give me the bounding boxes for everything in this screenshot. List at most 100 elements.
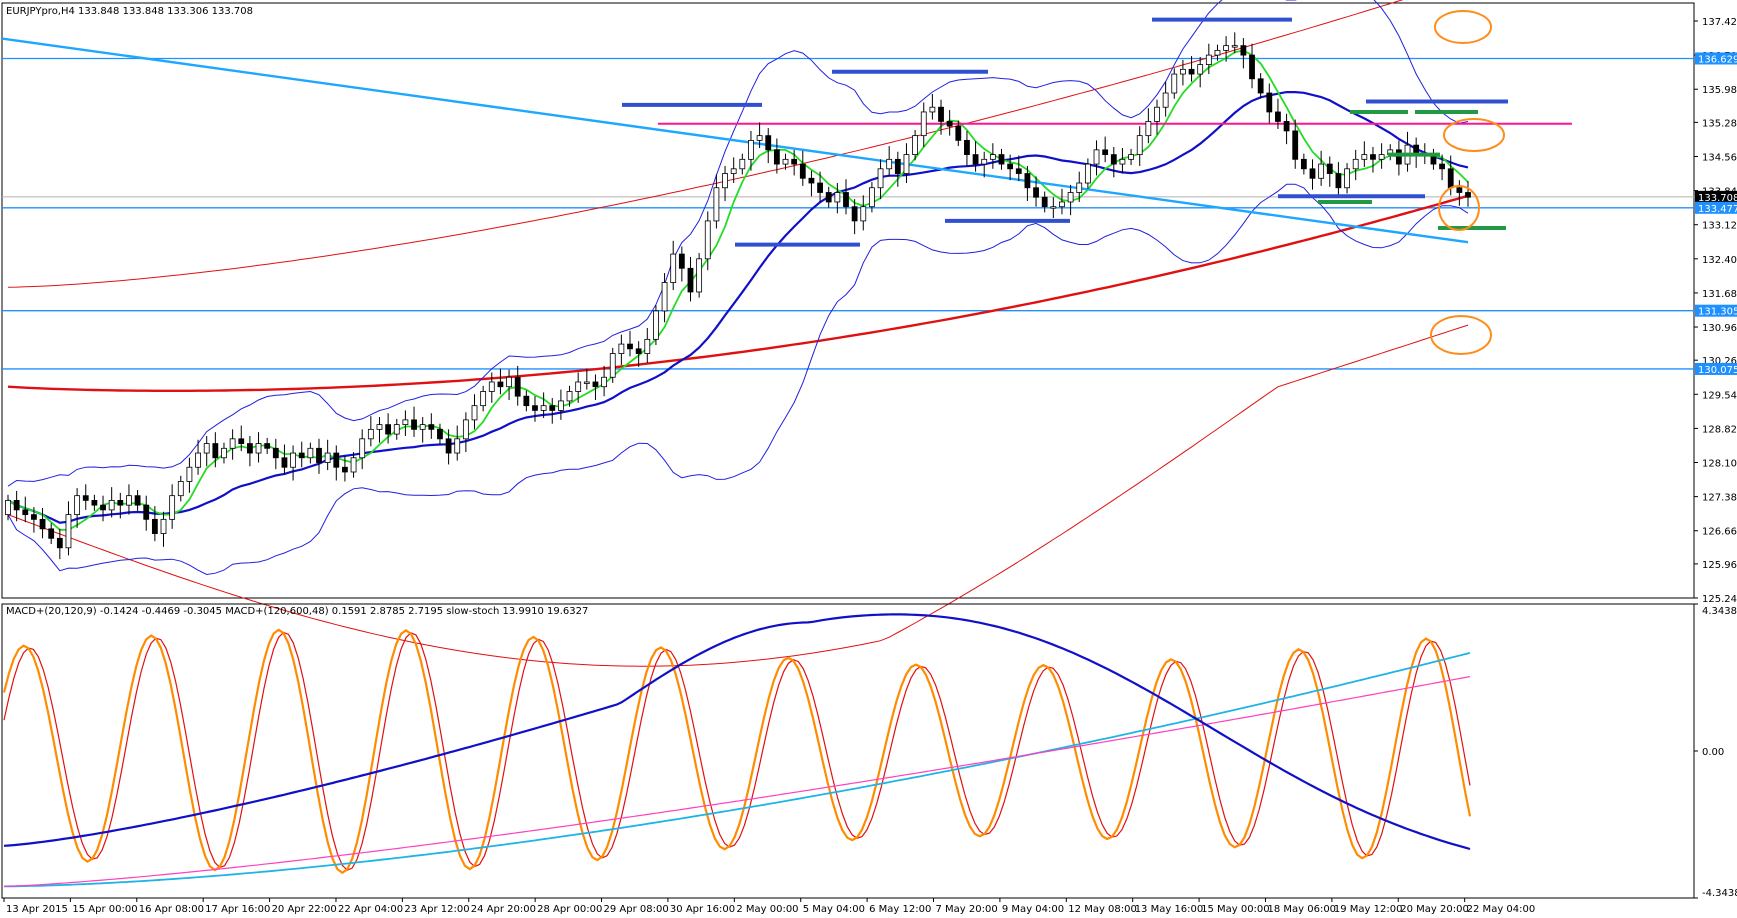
candle-body — [229, 438, 236, 449]
candle-body — [22, 509, 29, 516]
candle-body — [1084, 163, 1091, 184]
candle-body — [108, 500, 115, 511]
candle-body — [1154, 106, 1160, 122]
candle-body — [169, 495, 176, 520]
candle-body — [964, 139, 970, 155]
candle-body — [1395, 149, 1402, 165]
x-tick-label: 15 Apr 00:00 — [72, 904, 137, 915]
y-tick-label: 133.120 — [1702, 221, 1737, 232]
x-tick-label: 22 May 04:00 — [1467, 904, 1536, 915]
price-label-box — [1695, 362, 1737, 375]
price-label-box — [1695, 304, 1737, 317]
y-tick-label: 4.3438 — [1702, 606, 1737, 617]
candle-body — [549, 405, 556, 411]
candle-body — [791, 158, 798, 165]
candle-body — [627, 343, 633, 350]
candle-body — [5, 500, 11, 516]
y-tick-label: 131.680 — [1702, 289, 1737, 300]
indicator-panel[interactable]: 13 Apr 2015 15 Apr 00:00 16 Apr 08:00 17 Ap… — [2, 604, 1737, 915]
candle-body — [298, 452, 305, 459]
candle-body — [333, 452, 340, 468]
candle-body — [316, 447, 322, 463]
chart-header: EURJPYpro,H4 133.848 133.848 133.306 133… — [6, 6, 253, 17]
candle-body — [290, 452, 296, 468]
stoch-main-line — [2, 628, 1472, 875]
price-label: 133.477 — [1698, 204, 1737, 215]
candle-body — [307, 447, 314, 459]
candle-body — [186, 466, 193, 482]
x-tick-label: 6 May 12:00 — [869, 904, 931, 915]
candle-body — [886, 158, 893, 170]
price-label: 133.708 — [1698, 193, 1737, 204]
candle-body — [221, 447, 227, 459]
candle-body — [203, 443, 210, 454]
candle-body — [1102, 149, 1109, 155]
candle-body — [1318, 163, 1325, 179]
candle-body — [765, 135, 772, 151]
y-tick-label: 134.560 — [1702, 152, 1737, 163]
candle-body — [583, 381, 590, 384]
price-panel[interactable]: 137.420136.700135.980135.280134.560133.8… — [1, 0, 1737, 667]
candle-body — [143, 504, 150, 520]
x-tick-label: 2 May 00:00 — [736, 904, 798, 915]
indicator-header: MACD+(20,120,9) -0.1424 -0.4469 -0.3045 … — [6, 606, 588, 617]
candle-body — [825, 192, 832, 203]
candle-body — [1093, 149, 1100, 165]
x-tick-label: 29 Apr 08:00 — [604, 904, 669, 915]
candle-body — [428, 424, 435, 430]
candle-body — [1180, 68, 1186, 75]
candle-body — [523, 395, 530, 407]
candle-body — [177, 481, 184, 497]
candle-body — [981, 158, 988, 165]
candle-body — [1015, 168, 1022, 174]
candle-body — [557, 400, 564, 411]
upper-envelope-line — [7, 0, 1404, 288]
candle-body — [445, 438, 452, 454]
candle-body — [281, 457, 288, 468]
price-label: 131.305 — [1698, 307, 1737, 318]
candle-body — [514, 376, 521, 397]
y-tick-label: 128.100 — [1702, 459, 1737, 470]
x-tick-label: 16 Apr 08:00 — [139, 904, 204, 915]
x-tick-label: 20 Apr 22:00 — [272, 904, 337, 915]
macd-long-line — [3, 652, 1471, 888]
y-tick-label: 137.420 — [1702, 17, 1737, 28]
candle-body — [860, 206, 867, 222]
x-tick-label: 9 May 04:00 — [1002, 904, 1064, 915]
candle-body — [1344, 168, 1350, 189]
candle-body — [653, 310, 659, 340]
candle-body — [359, 438, 366, 459]
candle-body — [601, 376, 607, 388]
candle-body — [1205, 54, 1212, 65]
candle-body — [817, 182, 823, 193]
y-tick-label: 130.260 — [1702, 356, 1737, 367]
candle-body — [1214, 49, 1221, 56]
candle-body — [748, 139, 754, 160]
x-tick-label: 13 May 16:00 — [1135, 904, 1204, 915]
candle-body — [367, 428, 374, 440]
candle-body — [739, 158, 746, 170]
candle-body — [117, 500, 124, 506]
highlight-circle — [1443, 118, 1505, 152]
candle-body — [877, 168, 884, 189]
candle-body — [920, 111, 927, 137]
x-tick-label: 13 Apr 2015 — [6, 904, 68, 915]
x-tick-label: 28 Apr 00:00 — [537, 904, 602, 915]
candle-body — [929, 106, 936, 113]
y-tick-label: 132.400 — [1702, 255, 1737, 266]
candle-body — [894, 158, 901, 174]
y-tick-label: 127.380 — [1702, 493, 1737, 504]
candle-body — [1136, 135, 1143, 155]
candle-body — [1128, 154, 1134, 160]
candle-body — [1033, 187, 1039, 198]
candle-body — [1223, 45, 1230, 51]
price-label: 136.629 — [1698, 54, 1737, 65]
candle-body — [1231, 45, 1238, 48]
candle-body — [1370, 154, 1376, 160]
y-tick-label: 135.280 — [1702, 118, 1737, 129]
candle-body — [376, 424, 383, 430]
candle-body — [869, 187, 875, 208]
candle-body — [65, 514, 72, 549]
candle-body — [100, 504, 106, 511]
candle-body — [82, 495, 89, 501]
